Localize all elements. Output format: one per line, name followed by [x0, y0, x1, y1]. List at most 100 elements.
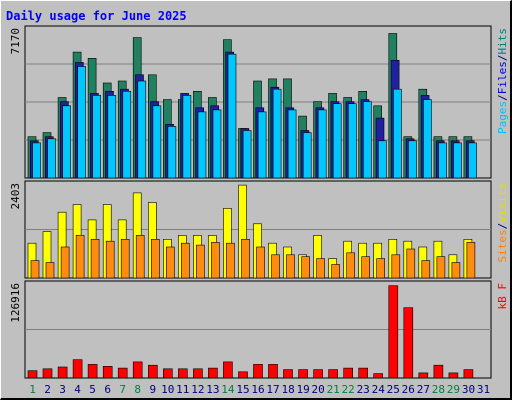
legend-item: Visits: [496, 183, 509, 223]
bar-pages: [468, 142, 477, 179]
bar-kb-f: [132, 361, 143, 379]
day-label: 2: [44, 383, 51, 396]
legend-item: Files: [496, 61, 509, 94]
day-label: 27: [417, 383, 430, 396]
bar-pages: [47, 138, 56, 179]
bar-pages: [182, 95, 192, 179]
day-label: 4: [74, 383, 81, 396]
bar-pages: [332, 103, 342, 179]
bar-pages: [137, 80, 147, 179]
bar-sites: [361, 256, 371, 279]
bar-kb-f: [313, 369, 323, 379]
bar-pages: [257, 111, 267, 179]
bar-sites: [120, 239, 130, 279]
bar-kb-f: [343, 367, 354, 379]
bar-kb-f: [388, 285, 399, 379]
bar-kb-f: [102, 365, 113, 379]
day-label: 14: [221, 383, 235, 396]
bar-pages: [423, 99, 432, 179]
bar-kb-f: [238, 371, 248, 379]
bar-sites: [286, 254, 295, 279]
day-label: 16: [251, 383, 264, 396]
day-label: 31: [477, 383, 490, 396]
legend-item: /: [496, 94, 509, 101]
bar-sites: [60, 246, 70, 279]
bar-kb-f: [208, 367, 218, 379]
bar-kb-f: [27, 370, 38, 379]
legend-item: /: [496, 223, 509, 230]
bar-sites: [166, 246, 175, 279]
legend-item: Pages: [496, 101, 509, 134]
bar-pages: [77, 66, 86, 179]
bar-pages: [197, 111, 207, 179]
series-legend-visits-sites: Sites/Visits: [496, 183, 509, 263]
ymax-label-kbf: 126916: [9, 283, 22, 323]
bar-kb-f: [117, 367, 128, 379]
bar-sites: [30, 260, 40, 279]
bar-pages: [438, 142, 447, 179]
day-label: 22: [342, 383, 355, 396]
bar-sites: [135, 235, 145, 279]
bar-pages: [287, 109, 297, 179]
bar-pages: [242, 130, 252, 179]
bar-pages: [212, 109, 222, 179]
legend-item: Sites: [496, 229, 509, 262]
bar-sites: [90, 239, 100, 279]
bar-pages: [272, 88, 282, 179]
bar-sites: [301, 256, 310, 279]
bar-kb-f: [253, 364, 263, 379]
bar-pages: [167, 126, 177, 179]
bar-pages: [393, 88, 402, 179]
bar-pages: [107, 95, 117, 179]
bar-sites: [376, 258, 386, 279]
bar-kb-f: [328, 369, 338, 379]
day-label: 18: [281, 383, 294, 396]
day-label: 7: [119, 383, 126, 396]
ymax-label-visits-sites: 2403: [9, 183, 22, 210]
bar-kb-f: [42, 368, 53, 379]
bar-sites: [436, 256, 446, 279]
bar-sites: [151, 239, 160, 279]
bar-kb-f: [298, 369, 308, 379]
bar-sites: [346, 252, 356, 279]
bar-sites: [391, 254, 401, 279]
day-label: 20: [311, 383, 324, 396]
day-label: 8: [134, 383, 141, 396]
day-label: 21: [327, 383, 340, 396]
bar-sites: [181, 242, 190, 279]
bar-pages: [62, 105, 72, 179]
bar-pages: [347, 103, 357, 179]
bar-kb-f: [403, 307, 414, 379]
bar-sites: [226, 242, 235, 279]
ymax-label-hits-files-pages: 7170: [9, 28, 22, 55]
bar-sites: [241, 239, 250, 279]
bar-pages: [152, 105, 162, 179]
bar-sites: [45, 262, 55, 279]
chart-title: Daily usage for June 2025: [6, 9, 187, 23]
bar-pages: [453, 142, 462, 179]
day-label: 3: [59, 383, 66, 396]
day-label: 12: [191, 383, 204, 396]
legend-item: /: [496, 55, 509, 62]
bar-sites: [451, 262, 461, 279]
bar-sites: [256, 246, 265, 279]
bar-kb-f: [463, 369, 474, 379]
bar-kb-f: [193, 368, 203, 379]
day-label: 30: [462, 383, 475, 396]
bar-kb-f: [433, 364, 444, 379]
bar-pages: [32, 142, 41, 179]
legend-item: Hits: [496, 28, 509, 55]
bar-sites: [105, 240, 115, 279]
day-label: 9: [149, 383, 156, 396]
legend-item: kB F: [496, 283, 509, 310]
bar-sites: [196, 244, 205, 279]
bar-kb-f: [283, 369, 293, 379]
bar-kb-f: [72, 359, 83, 379]
bar-pages: [408, 140, 417, 179]
day-label: 25: [387, 383, 400, 396]
bar-kb-f: [448, 372, 459, 379]
day-label: 10: [161, 383, 174, 396]
day-label: 17: [266, 383, 279, 396]
